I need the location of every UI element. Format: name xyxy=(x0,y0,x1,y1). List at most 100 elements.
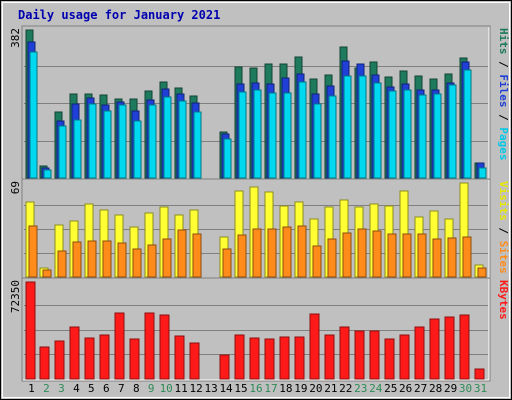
x-tick-label-day-3: 3 xyxy=(58,382,65,395)
axis-label-part: / xyxy=(497,108,510,128)
bar-kbytes-day-3 xyxy=(54,340,65,380)
bar-sites-day-18 xyxy=(282,226,292,278)
bar-kbytes-day-11 xyxy=(174,335,185,380)
bar-sites-day-17 xyxy=(267,228,277,278)
bar-sites-day-27 xyxy=(417,233,427,278)
axis-label-part: Visits xyxy=(497,181,510,221)
bar-kbytes-day-9 xyxy=(144,312,155,380)
x-tick-label-day-18: 18 xyxy=(279,382,292,395)
bar-pages-day-4 xyxy=(73,119,82,179)
bar-sites-day-5 xyxy=(87,240,97,278)
bar-pages-day-3 xyxy=(58,125,67,179)
x-tick-label-day-1: 1 xyxy=(28,382,35,395)
x-tick-label-day-4: 4 xyxy=(73,382,80,395)
panel-visits-max-label: 69 xyxy=(9,181,22,194)
bar-pages-day-24 xyxy=(373,82,382,179)
bar-pages-day-6 xyxy=(103,110,112,179)
bar-sites-day-9 xyxy=(147,244,157,278)
bar-kbytes-day-4 xyxy=(69,326,80,380)
bar-sites-day-23 xyxy=(357,228,367,278)
bar-pages-day-29 xyxy=(448,84,457,179)
x-tick-label-day-29: 29 xyxy=(444,382,457,395)
bar-pages-day-28 xyxy=(433,93,442,179)
x-tick-label-day-15: 15 xyxy=(234,382,247,395)
bar-kbytes-day-6 xyxy=(99,334,110,380)
bar-sites-day-1 xyxy=(28,225,38,278)
bar-pages-day-31 xyxy=(478,167,487,179)
x-tick-label-day-14: 14 xyxy=(219,382,233,395)
bar-sites-day-29 xyxy=(447,237,457,278)
x-tick-label-day-8: 8 xyxy=(133,382,140,395)
bar-sites-day-20 xyxy=(312,245,322,278)
x-tick-label-day-11: 11 xyxy=(175,382,188,395)
axis-label-part: / xyxy=(497,221,510,241)
panel-hits-max-label: 382 xyxy=(9,28,22,48)
bar-kbytes-day-10 xyxy=(159,314,170,380)
bar-sites-day-24 xyxy=(372,230,382,278)
x-tick-label-day-26: 26 xyxy=(399,382,412,395)
bar-pages-day-23 xyxy=(358,75,367,179)
bar-pages-day-27 xyxy=(418,94,427,179)
bar-sites-day-16 xyxy=(252,228,262,278)
bar-kbytes-day-18 xyxy=(279,336,290,380)
panel-visits: 69 Visits / Sites xyxy=(9,178,510,280)
bar-kbytes-day-8 xyxy=(129,338,140,380)
bar-sites-day-6 xyxy=(102,240,112,278)
bar-sites-day-2 xyxy=(42,269,52,278)
bar-kbytes-day-27 xyxy=(414,326,425,380)
bar-kbytes-day-5 xyxy=(84,337,95,380)
bar-kbytes-day-7 xyxy=(114,312,125,380)
bar-kbytes-day-16 xyxy=(249,337,260,380)
bar-sites-day-31 xyxy=(477,267,487,278)
bar-pages-day-22 xyxy=(343,75,352,179)
x-tick-label-day-31: 31 xyxy=(474,382,487,395)
bar-pages-day-30 xyxy=(463,69,472,179)
bar-sites-day-30 xyxy=(462,236,472,278)
bar-pages-day-9 xyxy=(148,104,157,179)
bar-kbytes-day-17 xyxy=(264,338,275,380)
bar-sites-day-10 xyxy=(162,238,172,278)
bar-pages-day-1 xyxy=(29,51,38,179)
bar-pages-day-19 xyxy=(298,81,307,179)
bar-sites-day-8 xyxy=(132,248,142,278)
bar-kbytes-day-22 xyxy=(339,326,350,380)
bar-pages-day-8 xyxy=(133,120,142,179)
bar-kbytes-day-1 xyxy=(25,281,36,380)
bar-sites-day-21 xyxy=(327,238,337,278)
bar-pages-day-21 xyxy=(328,95,337,179)
axis-label-part: / xyxy=(497,55,510,75)
x-tick-label-day-10: 10 xyxy=(160,382,173,395)
x-tick-label-day-6: 6 xyxy=(103,382,110,395)
x-tick-label-day-28: 28 xyxy=(429,382,442,395)
bar-pages-day-10 xyxy=(163,96,172,179)
bar-sites-day-26 xyxy=(402,233,412,278)
bar-sites-day-4 xyxy=(72,241,82,278)
panel-kbytes-max-label: 72350 xyxy=(9,280,22,313)
panel-hits-axis-label: Hits / Files / Pages xyxy=(497,28,510,161)
bar-sites-day-11 xyxy=(177,229,187,278)
panel-kbytes: 72350 KBytes xyxy=(9,277,510,382)
x-tick-label-day-16: 16 xyxy=(249,382,262,395)
bar-pages-day-26 xyxy=(403,89,412,179)
panel-kbytes-axis-label: KBytes xyxy=(497,280,510,320)
panel-visits-axis-label: Visits / Sites xyxy=(497,181,510,274)
panel-hits: 382 Hits / Files / Pages xyxy=(9,25,510,181)
x-tick-label-day-24: 24 xyxy=(369,382,383,395)
x-tick-labels: 1 2 3 4 5 6 7 8 9 10 11 12 13 14 15 16 17 18 19 20 21 22 23 24 2… xyxy=(28,382,487,395)
x-tick-label-day-13: 13 xyxy=(204,382,217,395)
x-tick-label-day-20: 20 xyxy=(309,382,322,395)
bar-pages-day-14 xyxy=(223,138,232,179)
bar-kbytes-day-24 xyxy=(369,330,380,380)
bar-pages-day-20 xyxy=(313,103,322,179)
bar-pages-day-16 xyxy=(253,89,262,179)
x-tick-label-day-21: 21 xyxy=(324,382,337,395)
bar-pages-day-25 xyxy=(388,90,397,179)
bar-pages-day-15 xyxy=(238,91,247,179)
chart-panels: 382 Hits / Files / Pages 69 Visits / Sites 7… xyxy=(9,25,510,382)
x-tick-label-day-30: 30 xyxy=(459,382,472,395)
x-tick-label-day-9: 9 xyxy=(148,382,155,395)
bar-kbytes-day-31 xyxy=(474,368,485,380)
